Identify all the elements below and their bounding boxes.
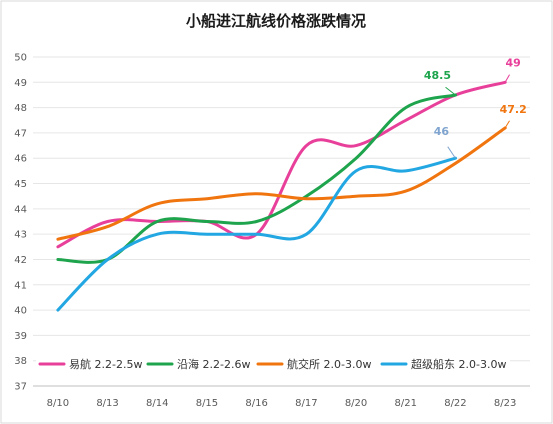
x-tick-label: 8/22 [444, 398, 466, 409]
y-tick-label: 40 [14, 306, 27, 317]
end-label-leader [504, 74, 510, 83]
end-label-leader [447, 146, 456, 159]
y-axis: 37 38 39 40 41 42 43 44 45 46 47 48 49 50 [14, 53, 27, 393]
series-lines [56, 80, 507, 312]
y-tick-label: 41 [14, 280, 27, 291]
legend-label: 沿海 2.2-2.6w [177, 357, 250, 371]
y-tick-label: 47 [14, 128, 27, 139]
y-tick-label: 50 [14, 53, 27, 64]
series-line-3 [56, 156, 457, 312]
y-tick-label: 43 [14, 230, 27, 241]
data-label: 48.5 [424, 69, 451, 82]
end-labels: 49 48.5 47.2 46 [424, 56, 527, 159]
x-tick-label: 8/15 [196, 398, 218, 409]
legend-label: 易航 2.2-2.5w [69, 357, 142, 371]
y-tick-label: 44 [14, 204, 27, 215]
y-tick-label: 48 [14, 103, 27, 114]
legend-label: 航交所 2.0-3.0w [287, 357, 371, 371]
end-label-leader [504, 120, 510, 129]
x-tick-label: 8/14 [146, 398, 168, 409]
x-tick-label: 8/16 [245, 398, 267, 409]
y-tick-label: 42 [14, 255, 27, 266]
y-tick-label: 38 [14, 356, 27, 367]
chart-title: 小船进江航线价格涨跌情况 [186, 12, 366, 30]
x-tick-label: 8/17 [295, 398, 317, 409]
y-tick-label: 39 [14, 331, 27, 342]
legend-label: 超级船东 2.0-3.0w [411, 357, 506, 371]
x-tick-label: 8/20 [345, 398, 367, 409]
data-label: 47.2 [500, 103, 527, 116]
x-tick-label: 8/13 [96, 398, 118, 409]
series-line-0 [56, 80, 507, 249]
y-tick-label: 46 [14, 154, 27, 165]
x-axis: 8/10 8/13 8/14 8/15 8/16 8/17 8/20 8/21 8/22 8/23 [47, 398, 517, 409]
grid [33, 56, 530, 387]
x-tick-label: 8/21 [395, 398, 417, 409]
y-tick-label: 45 [14, 179, 27, 190]
y-tick-label: 37 [14, 382, 27, 393]
x-tick-label: 8/10 [47, 398, 69, 409]
data-label: 46 [434, 125, 450, 138]
y-tick-label: 49 [14, 78, 27, 89]
data-label: 49 [505, 56, 520, 69]
end-label-leader [445, 86, 456, 96]
x-tick-label: 8/23 [494, 398, 516, 409]
series-line-2 [56, 126, 507, 241]
legend: 易航 2.2-2.5w 沿海 2.2-2.6w 航交所 2.0-3.0w 超级船东 2… [36, 352, 510, 374]
